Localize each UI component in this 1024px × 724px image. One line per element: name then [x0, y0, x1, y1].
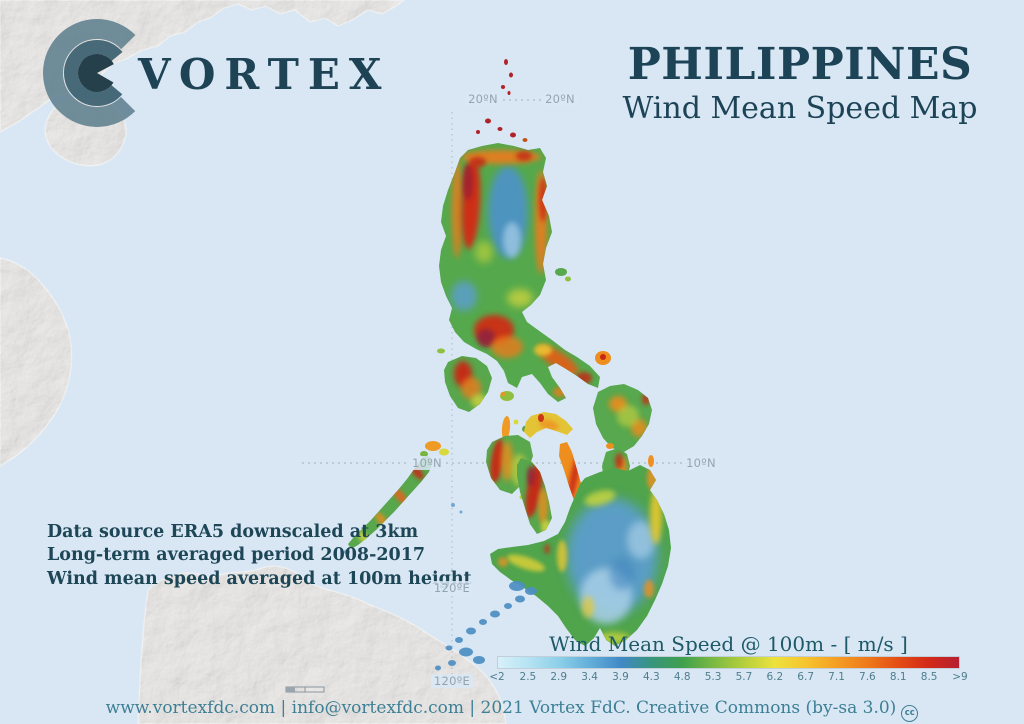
page-title: PHILIPPINES	[627, 39, 973, 90]
page-subtitle: Wind Mean Speed Map	[622, 91, 978, 127]
legend-tick: <2	[489, 671, 505, 683]
legend-tick: 8.5	[920, 671, 938, 683]
legend-tick: 3.9	[612, 671, 629, 683]
data-source-line: Long-term averaged period 2008-2017	[47, 545, 426, 566]
island-chain-sulu	[435, 581, 537, 671]
graticule-label-10n-right: 10ºN	[683, 456, 719, 470]
legend-tick: 6.2	[766, 671, 784, 683]
creative-commons-icon: cc	[901, 704, 919, 722]
footer-credits: www.vortexfdc.com | info@vortexfdc.com |…	[0, 698, 1024, 722]
data-source-line: Data source ERA5 downscaled at 3km	[47, 522, 419, 542]
graticule-label-120e-top: 120ºE	[430, 581, 474, 595]
legend-tick: 4.3	[642, 671, 660, 683]
legend-tick: 8.1	[889, 671, 907, 683]
background-landmasses	[0, 0, 507, 724]
legend-tick: >9	[952, 671, 968, 683]
legend-colorbar	[497, 656, 960, 669]
legend-tick: 7.1	[828, 671, 845, 683]
scale-bar	[285, 686, 325, 693]
legend-tick: 5.7	[735, 671, 753, 683]
island-batanes-babuyan	[476, 59, 528, 142]
legend-tick: 5.3	[704, 671, 722, 683]
island-mindanao	[490, 465, 671, 646]
legend-tick: 7.6	[859, 671, 876, 683]
island-samar	[593, 384, 652, 452]
legend-title: Wind Mean Speed @ 100m - [ m/s ]	[549, 632, 908, 656]
legend-ticks: <2 2.5 2.9 3.4 3.9 4.3 4.8 5.3 5.7 6.2 6.7 7.1 7.6 8.…	[489, 671, 967, 685]
island-mindoro	[444, 356, 492, 412]
data-source-block: Data source ERA5 downscaled at 3km Long-…	[47, 521, 472, 591]
legend-tick: 2.9	[550, 671, 568, 683]
island-negros	[517, 458, 552, 534]
island-masbate	[524, 412, 573, 438]
legend-tick: 3.4	[581, 671, 598, 683]
footer-text: www.vortexfdc.com | info@vortexfdc.com |…	[105, 698, 897, 718]
vortex-logo-icon	[42, 18, 151, 127]
vortex-wordmark: VORTEX	[138, 50, 391, 99]
legend-tick: 6.7	[797, 671, 815, 683]
graticule-label-10n-left: 10ºN	[409, 456, 445, 470]
island-panay	[486, 435, 533, 500]
graticule-label-120e-bottom: 120ºE	[430, 674, 474, 688]
data-source-line: Wind mean speed averaged at 100m height	[47, 568, 472, 589]
title-block: PHILIPPINES Wind Mean Speed Map	[600, 39, 1000, 127]
legend-tick: 4.8	[673, 671, 691, 683]
legend-tick: 2.5	[519, 671, 537, 683]
graticule-label-20n-left: 20ºN	[465, 92, 501, 106]
graticule-label-20n-right: 20ºN	[542, 92, 578, 106]
